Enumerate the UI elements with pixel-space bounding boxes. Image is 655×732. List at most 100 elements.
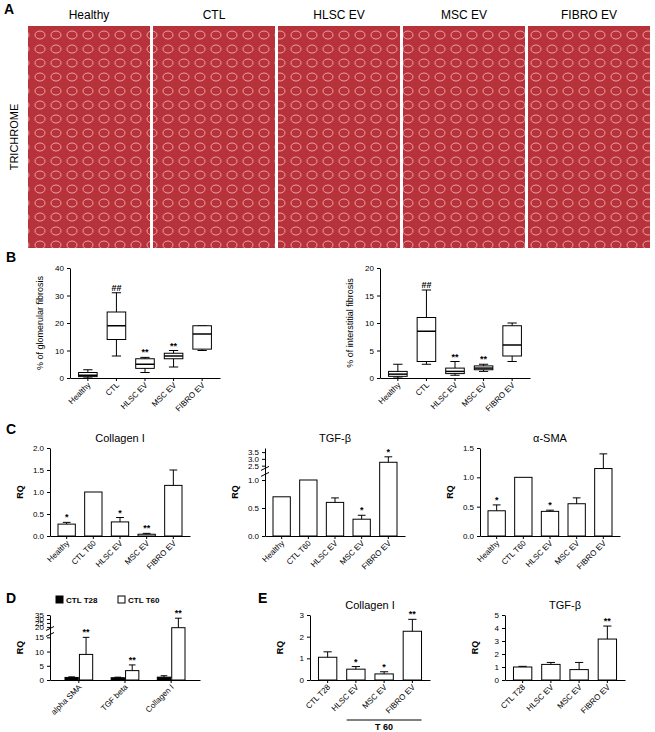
y-tick-label: 20 — [55, 319, 64, 328]
x-tick-label: MSC EV — [150, 380, 179, 409]
box-median — [164, 355, 183, 357]
y-tick: 3.5 — [248, 448, 265, 457]
y-tick-label: 0.5 — [248, 504, 260, 513]
y-tick: 0.5 — [463, 503, 480, 512]
y-tick-label: 10 — [35, 648, 44, 657]
chart-title: Collagen I — [95, 432, 145, 444]
y-tick-label: 3.5 — [248, 448, 260, 457]
x-axis: alpha SMATGF betaCollagen I — [49, 680, 200, 717]
error-bar — [607, 626, 608, 639]
bar — [380, 462, 397, 536]
y-tick-label: 1 — [300, 654, 305, 663]
chart: 0123CTL T28HLSC EVMSC EVFIBRO EVRQCollag… — [275, 599, 431, 732]
stain-label: TRICHROME — [8, 104, 20, 171]
y-tick-mark — [377, 268, 380, 269]
chart: 05101520HealthyCTLHLSC EVMSC EVFIBRO EV%… — [345, 264, 531, 413]
y-tick-mark — [47, 652, 50, 653]
significance: * — [118, 508, 122, 518]
box-cap-min — [393, 378, 402, 379]
y-tick-label: 0 — [495, 676, 500, 685]
micrograph — [28, 26, 150, 248]
y-tick-label: 2 — [495, 650, 500, 659]
x-tick-mark — [146, 536, 147, 539]
y-tick: 2 — [300, 633, 310, 642]
bar — [85, 492, 102, 536]
x-tick-mark — [384, 680, 385, 683]
bar — [541, 511, 558, 536]
y-tick-mark — [67, 268, 70, 269]
y-tick: 20 — [55, 319, 70, 328]
y-tick-mark — [67, 378, 70, 379]
error-bar — [579, 662, 580, 669]
significance: * — [354, 657, 358, 667]
error-cap — [573, 497, 581, 498]
y-tick-mark — [262, 466, 265, 467]
y-tick: 1.0 — [248, 476, 265, 485]
x-tick: HLSC EV — [94, 536, 125, 569]
x-tick-mark — [576, 536, 577, 539]
y-tick-mark — [262, 452, 265, 453]
y-tick-label: 0.5 — [33, 510, 45, 519]
x-tick-label: Healthy — [377, 381, 403, 407]
y-axis-line — [480, 449, 481, 537]
x-tick-mark — [116, 378, 117, 381]
x-tick: HLSC EV — [119, 378, 150, 411]
x-tick-label: FIBRO EV — [579, 682, 612, 715]
axis-break — [261, 472, 269, 476]
x-tick-label: HLSC EV — [94, 538, 125, 569]
micrograph — [278, 26, 400, 248]
y-tick-mark — [47, 637, 50, 638]
error-cap — [324, 651, 332, 652]
plot-area — [513, 626, 616, 680]
chart: 05101520253035alpha SMATGF betaCollagen … — [15, 596, 201, 717]
y-tick-mark — [377, 378, 380, 379]
significance: ** — [141, 347, 149, 357]
bar — [138, 534, 155, 536]
y-tick: 1 — [495, 663, 505, 672]
figure-svg: ATRICHROMEHealthyCTLHLSC EVMSC EVFIBRO E… — [0, 0, 655, 732]
chart: 0.00.51.02.53.03.5HealthyCTL T60HLSC EVM… — [230, 432, 406, 571]
x-axis: CTL T28HLSC EVMSC EVFIBRO EV — [304, 680, 430, 715]
micrograph — [528, 26, 650, 248]
micrograph — [403, 26, 525, 248]
image-title: Healthy — [69, 8, 110, 22]
x-tick-mark — [145, 378, 146, 381]
x-tick-mark — [120, 536, 121, 539]
x-tick-mark — [397, 378, 398, 381]
plot-area — [318, 619, 421, 680]
error-bar — [603, 454, 604, 469]
y-tick-mark — [377, 323, 380, 324]
error-cap — [547, 662, 555, 663]
x-tick-label: alpha SMA — [49, 682, 84, 717]
box-median — [193, 333, 212, 335]
y-axis-title: RQ — [445, 485, 455, 499]
y-tick-mark — [67, 296, 70, 297]
box — [164, 353, 183, 359]
y-axis: 0123 — [300, 611, 311, 685]
axis-break — [261, 466, 269, 470]
y-tick-label: 3 — [495, 637, 500, 646]
bar — [403, 631, 421, 680]
y-tick-label: 10 — [365, 319, 374, 328]
x-tick: MSC EV — [150, 378, 179, 409]
x-tick: FIBRO EV — [145, 536, 178, 571]
axis-break — [46, 633, 54, 637]
y-tick-mark — [502, 680, 505, 681]
x-axis: HealthyCTLHLSC EVMSC EVFIBRO EV — [377, 378, 531, 413]
x-tick-mark — [523, 536, 524, 539]
y-tick-mark — [307, 615, 310, 616]
box-cap-min — [422, 364, 431, 365]
y-tick-label: 1.5 — [463, 444, 475, 453]
bar — [568, 504, 585, 536]
y-tick-label: 1.5 — [33, 466, 45, 475]
annotations: ##**** — [111, 283, 177, 358]
annotations: ##**** — [421, 280, 487, 364]
y-tick: 40 — [55, 264, 70, 273]
y-tick-label: 35 — [35, 611, 44, 620]
significance: ** — [175, 608, 183, 618]
y-tick-mark — [477, 477, 480, 478]
y-axis-line — [70, 269, 71, 379]
y-axis-line — [380, 269, 381, 379]
y-axis-title: % of glomerular fibrosis — [35, 275, 45, 370]
y-tick-mark — [47, 627, 50, 628]
